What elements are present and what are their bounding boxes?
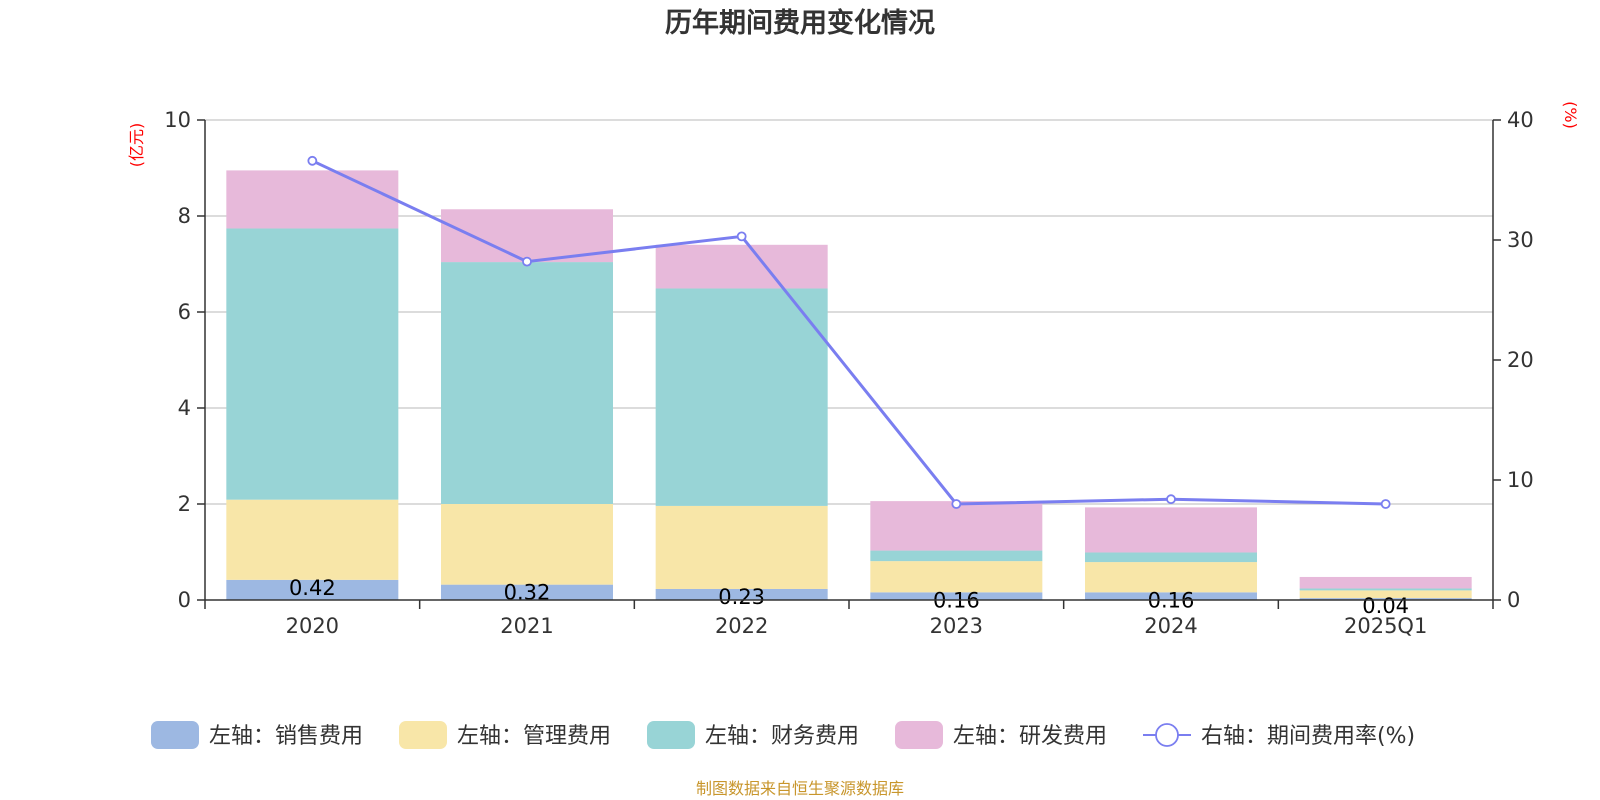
bar-segment bbox=[441, 262, 613, 504]
x-tick-label: 2020 bbox=[286, 614, 339, 638]
left-tick-label: 2 bbox=[178, 492, 191, 516]
bar-segment bbox=[1085, 552, 1257, 563]
right-tick-label: 30 bbox=[1507, 228, 1534, 252]
bar-segment bbox=[1299, 588, 1472, 591]
bar-data-label: 0.32 bbox=[504, 581, 551, 605]
bar-segment bbox=[655, 505, 828, 589]
x-tick-label: 2025Q1 bbox=[1344, 614, 1427, 638]
bar-segment bbox=[226, 170, 399, 229]
left-tick-label: 0 bbox=[178, 588, 191, 612]
bar-series bbox=[226, 170, 1472, 600]
x-tick-label: 2024 bbox=[1144, 614, 1197, 638]
legend-label: 右轴：期间费用率(%) bbox=[1201, 724, 1415, 749]
line-point bbox=[307, 155, 318, 166]
left-tick-label: 10 bbox=[164, 108, 191, 132]
left-tick-label: 4 bbox=[178, 396, 191, 420]
bar-segment bbox=[226, 499, 399, 580]
left-axis-unit: (亿元) bbox=[127, 123, 146, 168]
legend-label: 左轴：财务费用 bbox=[705, 724, 859, 749]
bar-segment bbox=[1299, 576, 1472, 589]
right-axis-unit: (%) bbox=[1561, 101, 1580, 129]
right-tick-label: 0 bbox=[1507, 588, 1520, 612]
legend-marker bbox=[1155, 723, 1179, 747]
bar-segment bbox=[655, 244, 828, 289]
grid-lines bbox=[205, 119, 1493, 505]
x-tick-label: 2021 bbox=[500, 614, 553, 638]
bar-segment bbox=[870, 501, 1043, 551]
bar-segment bbox=[226, 579, 399, 600]
bar-segment bbox=[655, 588, 828, 600]
bar-segment bbox=[870, 550, 1043, 562]
left-tick-label: 6 bbox=[178, 300, 191, 324]
x-axis-ticks: 2020 2021 2022 2023 2024 2025Q1 bbox=[204, 600, 1494, 638]
right-tick-label: 20 bbox=[1507, 348, 1534, 372]
footer-source: 制图数据来自恒生聚源数据库 bbox=[696, 779, 904, 798]
bar-segment bbox=[1085, 562, 1257, 593]
bar-segment bbox=[441, 504, 613, 585]
bar-segment bbox=[655, 288, 828, 506]
bar-segment bbox=[1299, 598, 1472, 600]
line-point bbox=[522, 256, 532, 267]
bar-data-label: 0.42 bbox=[289, 576, 336, 600]
right-axis-ticks: 0 10 20 30 40 bbox=[1493, 108, 1534, 612]
legend-swatch bbox=[399, 721, 447, 749]
right-tick-label: 40 bbox=[1507, 108, 1534, 132]
line-point bbox=[951, 499, 962, 509]
bar-segment bbox=[870, 592, 1043, 600]
bar-segment bbox=[870, 561, 1043, 593]
left-axis-ticks: 0 2 4 6 8 10 bbox=[164, 108, 205, 612]
legend-swatch bbox=[647, 721, 695, 749]
legend-label: 左轴：研发费用 bbox=[953, 724, 1107, 749]
legend-swatch bbox=[151, 721, 199, 749]
chart-title: 历年期间费用变化情况 bbox=[665, 7, 935, 39]
bar-segment bbox=[1299, 590, 1472, 599]
bar-data-label: 0.04 bbox=[1362, 594, 1409, 618]
right-tick-label: 10 bbox=[1507, 468, 1534, 492]
legend-label: 左轴：管理费用 bbox=[457, 724, 611, 749]
x-tick-label: 2023 bbox=[930, 614, 983, 638]
line-point bbox=[1166, 494, 1176, 505]
expense-rate-line bbox=[307, 155, 1391, 509]
line-path bbox=[311, 159, 1386, 506]
bar-data-label: 0.23 bbox=[718, 585, 765, 609]
bar-segment bbox=[1085, 507, 1257, 553]
left-tick-label: 8 bbox=[178, 204, 191, 228]
x-tick-label: 2022 bbox=[715, 614, 768, 638]
line-point bbox=[1380, 499, 1391, 509]
legend: 左轴：销售费用 左轴：管理费用 左轴：财务费用 左轴：研发费用 右轴：期间费用率(%) bbox=[151, 721, 1415, 749]
bar-segment bbox=[226, 228, 399, 500]
bar-segment bbox=[1085, 592, 1257, 600]
bar-segment bbox=[441, 584, 613, 600]
line-point bbox=[736, 231, 747, 242]
legend-swatch bbox=[895, 721, 943, 749]
legend-label: 左轴：销售费用 bbox=[209, 724, 363, 749]
